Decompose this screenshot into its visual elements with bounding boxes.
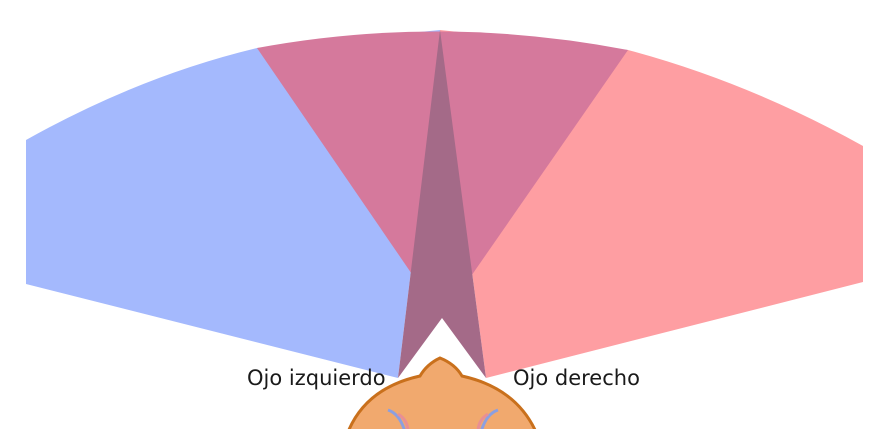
vein-left-red (397, 412, 410, 429)
head-shape (347, 356, 537, 429)
central-overlap-wedge (398, 30, 486, 378)
right-eye-label: Ojo derecho (513, 366, 640, 390)
head-top-icon (347, 356, 537, 429)
vein-left-blue (387, 408, 406, 429)
vein-right-red (476, 412, 489, 429)
vein-right-blue (480, 408, 499, 429)
left-eye-label: Ojo izquierdo (247, 366, 386, 390)
